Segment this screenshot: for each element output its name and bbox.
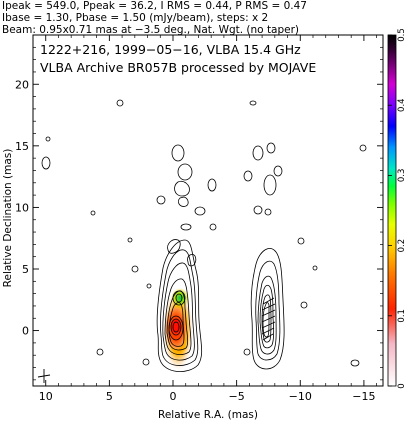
noise-contours (41, 99, 367, 367)
x-tick-label: −10 (289, 390, 312, 403)
y-tick-label: 5 (22, 263, 29, 276)
header-line-1: Ipeak = 549.0, Ppeak = 36.2, I RMS = 0.4… (2, 0, 307, 12)
colorbar-tick-label: 0.4 (397, 98, 407, 112)
y-axis-ticks: 0 5 10 15 20 (15, 46, 383, 381)
colorbar (387, 34, 397, 387)
x-axis-ticks: 10 5 0 −5 −10 −15 (39, 35, 377, 403)
chart-title-line-2: VLBA Archive BR057B processed by MOJAVE (40, 60, 316, 75)
polarization-contours (250, 248, 285, 370)
intensity-image (163, 288, 193, 370)
x-tick-label: 5 (106, 390, 113, 403)
colorbar-tick-label: 0.5 (397, 28, 407, 42)
colorbar-ticks: 0 0.1 0.2 0.3 0.4 0.5 (388, 28, 407, 389)
y-axis-label: Relative Declination (mas) (2, 149, 14, 288)
x-tick-label: −5 (229, 390, 245, 403)
colorbar-tick-label: 0.3 (397, 169, 407, 183)
chart-title-line-1: 1222+216, 1999−05−16, VLBA 15.4 GHz (40, 42, 301, 57)
y-tick-label: 0 (22, 325, 29, 338)
y-tick-label: 10 (15, 201, 29, 214)
header-line-2: Ibase = 1.30, Pbase = 1.50 (mJy/beam), s… (2, 12, 268, 24)
colorbar-tick-label: 0.1 (397, 309, 407, 323)
x-tick-label: 0 (170, 390, 177, 403)
header-line-3: Beam: 0.95x0.71 mas at −3.5 deg., Nat. W… (2, 24, 299, 36)
x-tick-label: 10 (39, 390, 53, 403)
y-tick-label: 15 (15, 140, 29, 153)
x-tick-label: −15 (352, 390, 375, 403)
y-tick-label: 20 (15, 78, 29, 91)
colorbar-tick-label: 0 (397, 383, 407, 388)
x-axis-label: Relative R.A. (mas) (158, 409, 258, 421)
beam-marker (37, 369, 51, 383)
colorbar-tick-label: 0.2 (397, 239, 407, 253)
plot-frame (32, 34, 384, 387)
core-contours (156, 239, 203, 372)
